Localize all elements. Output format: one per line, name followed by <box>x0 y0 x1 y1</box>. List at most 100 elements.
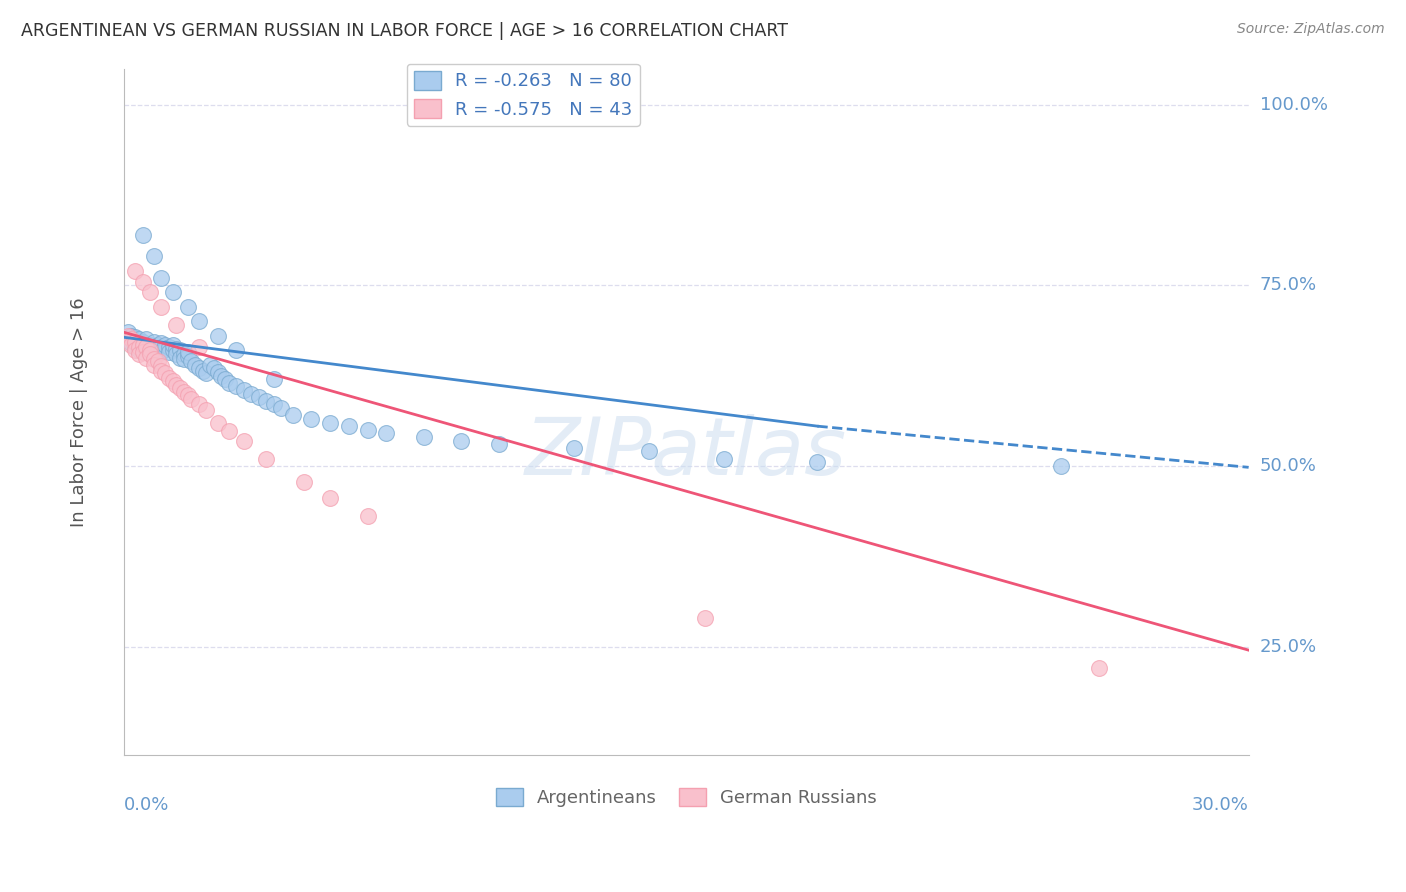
Point <box>135 343 157 358</box>
Point <box>150 340 173 354</box>
Point <box>292 475 315 489</box>
Point <box>1050 458 1073 473</box>
Point <box>263 372 285 386</box>
Point <box>150 336 173 351</box>
Point <box>180 354 202 368</box>
Point <box>131 344 153 359</box>
Point <box>120 333 142 347</box>
Point <box>142 334 165 349</box>
Point <box>139 343 162 358</box>
Point <box>240 386 263 401</box>
Point <box>637 444 659 458</box>
Point <box>128 337 150 351</box>
Point <box>184 358 207 372</box>
Point <box>195 402 218 417</box>
Point <box>173 385 195 400</box>
Point <box>142 358 165 372</box>
Point <box>146 354 169 368</box>
Point <box>356 509 378 524</box>
Point <box>165 347 187 361</box>
Point <box>187 397 209 411</box>
Point <box>124 343 146 358</box>
Point <box>165 378 187 392</box>
Point <box>128 340 150 354</box>
Point <box>254 393 277 408</box>
Point <box>131 337 153 351</box>
Point <box>165 318 187 332</box>
Point <box>299 412 322 426</box>
Point <box>131 275 153 289</box>
Point <box>187 314 209 328</box>
Text: 0.0%: 0.0% <box>124 796 169 814</box>
Point <box>806 455 828 469</box>
Point <box>232 383 254 397</box>
Point <box>169 351 191 365</box>
Point <box>131 334 153 349</box>
Point <box>135 333 157 347</box>
Point <box>207 365 229 379</box>
Point <box>187 340 209 354</box>
Point <box>207 416 229 430</box>
Text: 100.0%: 100.0% <box>1260 95 1327 113</box>
Point <box>120 337 142 351</box>
Text: Source: ZipAtlas.com: Source: ZipAtlas.com <box>1237 22 1385 37</box>
Point <box>195 367 218 381</box>
Point <box>142 351 165 366</box>
Text: ARGENTINEAN VS GERMAN RUSSIAN IN LABOR FORCE | AGE > 16 CORRELATION CHART: ARGENTINEAN VS GERMAN RUSSIAN IN LABOR F… <box>21 22 789 40</box>
Point <box>176 349 198 363</box>
Point <box>150 271 173 285</box>
Point <box>169 343 191 358</box>
Point <box>146 337 169 351</box>
Point <box>162 343 184 358</box>
Point <box>162 374 184 388</box>
Text: 50.0%: 50.0% <box>1260 457 1316 475</box>
Point <box>153 367 176 381</box>
Point <box>139 337 162 351</box>
Point <box>173 347 195 361</box>
Point <box>142 344 165 359</box>
Point <box>120 336 142 351</box>
Point <box>232 434 254 448</box>
Point <box>176 344 198 359</box>
Point <box>157 344 180 359</box>
Text: 75.0%: 75.0% <box>1260 277 1317 294</box>
Point <box>176 388 198 402</box>
Point <box>128 347 150 361</box>
Point <box>247 390 270 404</box>
Point <box>187 361 209 376</box>
Point <box>169 381 191 395</box>
Point <box>218 424 240 438</box>
Point <box>713 451 735 466</box>
Point <box>146 343 169 358</box>
Point <box>562 441 585 455</box>
Point <box>124 264 146 278</box>
Point <box>120 329 142 343</box>
Point <box>124 334 146 349</box>
Point <box>162 337 184 351</box>
Point <box>135 337 157 351</box>
Point <box>176 300 198 314</box>
Text: ZIPatlas: ZIPatlas <box>526 414 848 491</box>
Point <box>180 392 202 407</box>
Point <box>157 370 180 384</box>
Point <box>225 343 247 358</box>
Point <box>218 376 240 390</box>
Point <box>150 359 173 374</box>
Point <box>117 325 139 339</box>
Point <box>281 409 304 423</box>
Point <box>209 368 232 383</box>
Point <box>139 342 162 356</box>
Point <box>191 363 214 377</box>
Point <box>1087 661 1109 675</box>
Text: 25.0%: 25.0% <box>1260 638 1317 656</box>
Point <box>139 347 162 361</box>
Point <box>162 285 184 300</box>
Point <box>270 401 292 416</box>
Point <box>157 340 180 354</box>
Point <box>135 351 157 365</box>
Point <box>450 434 472 448</box>
Point <box>263 397 285 411</box>
Point <box>214 372 236 386</box>
Point <box>153 342 176 356</box>
Point <box>142 249 165 263</box>
